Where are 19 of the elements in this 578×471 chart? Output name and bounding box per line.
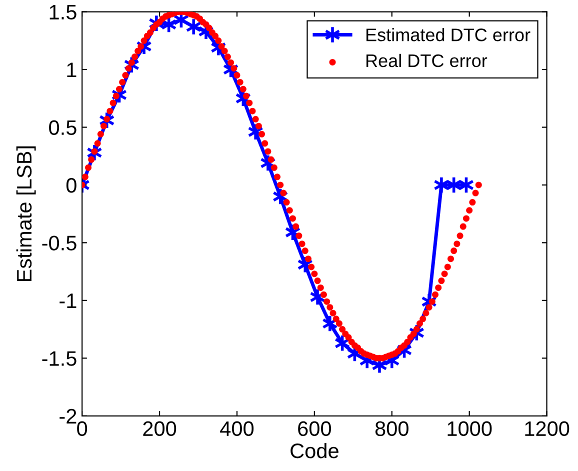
x-tick-label: 400 bbox=[220, 421, 254, 436]
x-tick-label: 1200 bbox=[525, 421, 570, 436]
y-tick-label: 1.5 bbox=[50, 4, 76, 20]
y-tick-label: -1 bbox=[60, 294, 76, 308]
y-tick-label: 0 bbox=[66, 178, 76, 193]
legend-label: Estimated DTC error bbox=[366, 28, 530, 42]
y-tick-label: 1 bbox=[67, 62, 76, 78]
y-axis-title: Estimate [LSB] bbox=[16, 146, 36, 282]
x-tick-label: 0 bbox=[77, 421, 88, 436]
legend-label: Real DTC error bbox=[366, 54, 488, 68]
x-axis-title: Code bbox=[290, 442, 338, 458]
x-tick-label: 200 bbox=[143, 421, 176, 436]
x-tick-label: 800 bbox=[375, 421, 408, 436]
x-tick-label: 600 bbox=[298, 421, 331, 436]
y-tick-label: -2 bbox=[60, 408, 76, 424]
y-tick-label: -0.5 bbox=[42, 236, 76, 250]
y-tick-label: 0.5 bbox=[49, 120, 76, 135]
y-tick-label: -1.5 bbox=[42, 351, 76, 366]
x-tick-label: 1000 bbox=[448, 421, 492, 436]
